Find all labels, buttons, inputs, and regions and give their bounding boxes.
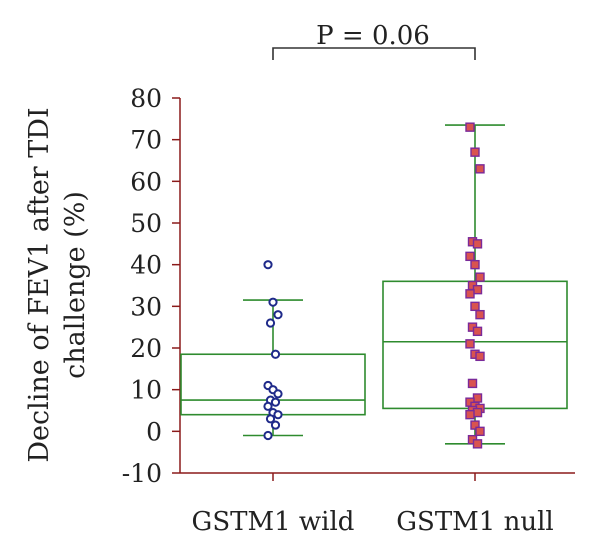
y-tick-label: 70 [130, 126, 162, 155]
data-point [273, 389, 283, 399]
data-point [475, 272, 485, 282]
data-point [470, 301, 480, 312]
data-point [475, 426, 485, 437]
data-point [475, 164, 485, 174]
data-point [263, 401, 273, 411]
data-point [465, 289, 475, 299]
data-point [465, 339, 475, 349]
data-point [268, 297, 278, 307]
data-point [475, 309, 485, 320]
data-points [263, 122, 485, 449]
data-point [270, 420, 281, 430]
y-tick-label: 80 [130, 84, 162, 113]
y-tick-label: -10 [122, 459, 162, 488]
data-point [472, 393, 483, 403]
data-point [470, 420, 480, 430]
data-point [475, 351, 485, 362]
y-tick-label: 50 [130, 209, 162, 238]
y-axis-title-line-2: challenge (%) [60, 191, 91, 379]
data-point [273, 410, 283, 420]
data-point [472, 239, 483, 249]
data-point [470, 147, 480, 157]
data-point [465, 409, 475, 420]
boxes [180, 124, 568, 445]
data-point [265, 318, 276, 328]
data-point [472, 439, 483, 449]
y-tick-label: 60 [130, 167, 162, 196]
data-point [265, 414, 276, 424]
x-tick-label: GSTM1 null [396, 507, 553, 537]
axes: -10 0 10 20 30 40 50 60 70 80 GSTM1 wild GSTM1 null [122, 84, 575, 537]
data-point [467, 378, 478, 389]
data-point [270, 397, 281, 407]
y-tick-label: 20 [130, 334, 162, 363]
bracket-line [272, 47, 476, 60]
data-point [470, 259, 480, 270]
y-tick-label: 10 [130, 376, 162, 405]
data-point [263, 260, 273, 270]
y-axis-title-line-1: Decline of FEV1 after TDI [24, 107, 55, 462]
y-axis-title: Decline of FEV1 after TDI challenge (%) [24, 107, 91, 462]
data-point [465, 122, 475, 132]
data-point [465, 251, 475, 262]
p-value-annotation: P = 0.06 [316, 21, 430, 51]
data-point [472, 326, 483, 337]
y-tick-label: 40 [130, 251, 162, 280]
y-tick-label: 0 [146, 417, 162, 446]
data-point [263, 430, 273, 441]
x-tick-label: GSTM1 wild [192, 507, 355, 537]
y-tick-label: 30 [130, 292, 162, 321]
data-point [472, 407, 483, 418]
significance-bracket [272, 47, 476, 60]
data-point [270, 349, 281, 359]
data-point [273, 310, 283, 320]
iqr-box [382, 280, 568, 410]
data-point [472, 284, 483, 295]
